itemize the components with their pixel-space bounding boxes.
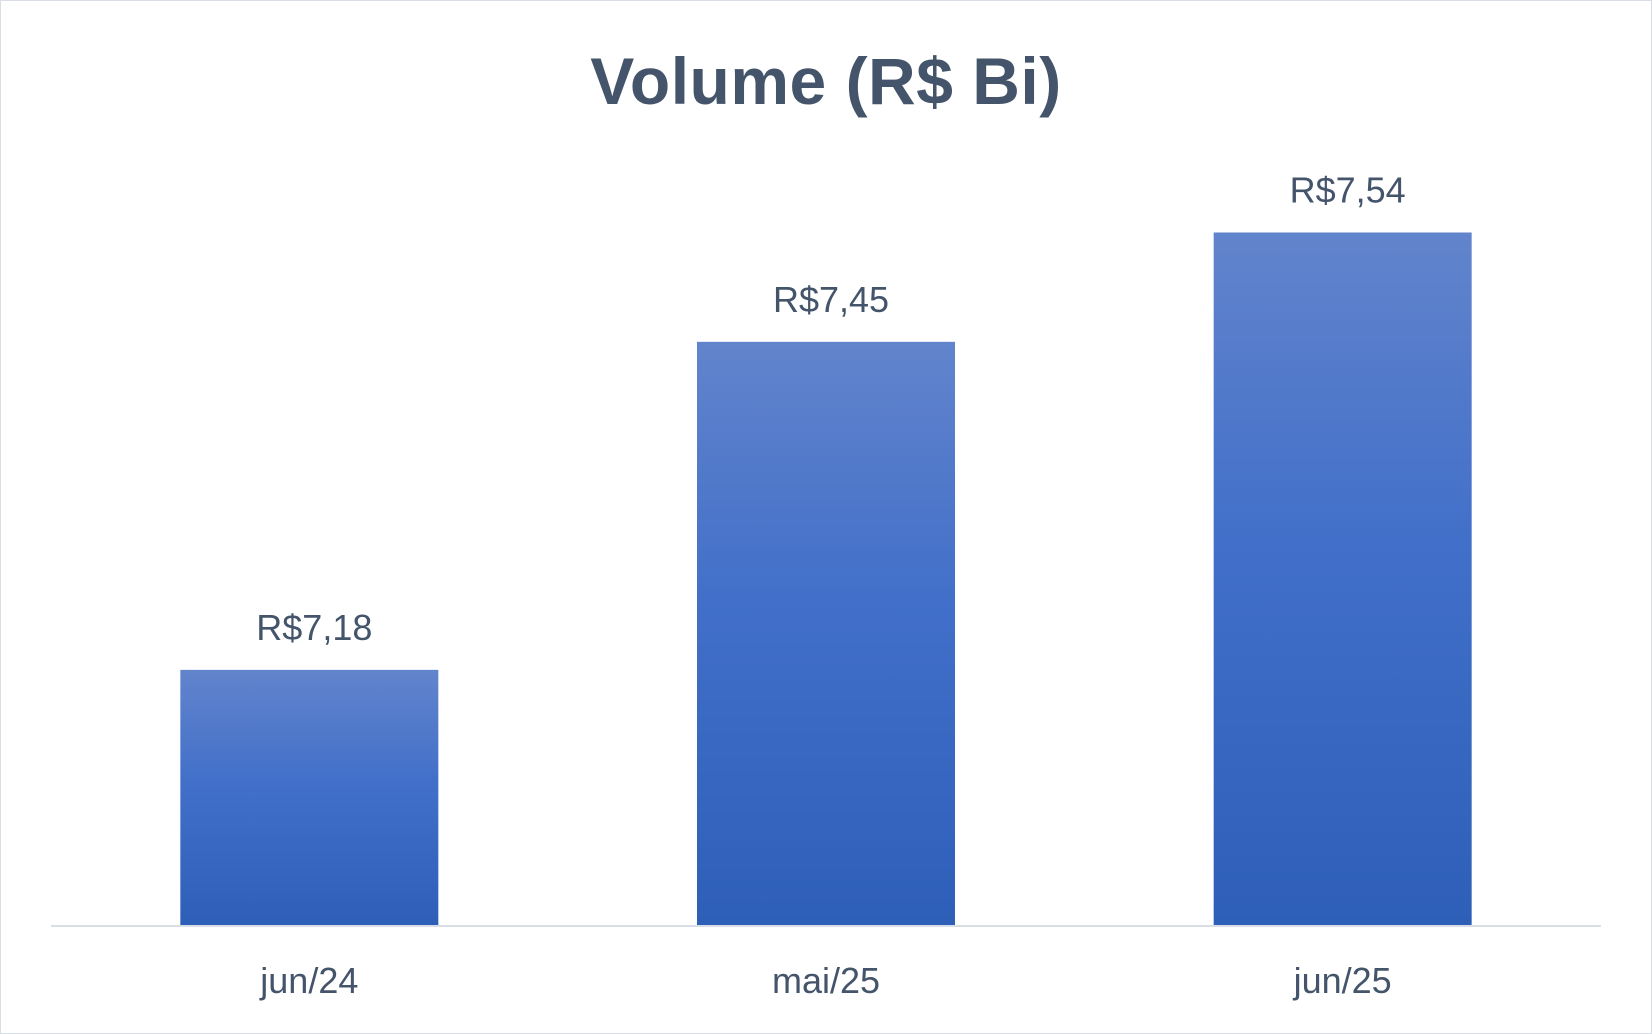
data-label: R$7,45 <box>773 279 889 320</box>
bar-mai-25 <box>697 341 955 925</box>
bar-jun-25 <box>1213 232 1472 925</box>
x-tick-label: jun/25 <box>1293 960 1392 1001</box>
data-label: R$7,18 <box>256 607 372 648</box>
x-tick-label: jun/24 <box>259 960 358 1001</box>
chart-title: Volume (R$ Bi) <box>590 44 1062 118</box>
data-label: R$7,54 <box>1290 169 1406 210</box>
bar-jun-24 <box>180 669 439 925</box>
x-tick-label: mai/25 <box>772 960 880 1001</box>
